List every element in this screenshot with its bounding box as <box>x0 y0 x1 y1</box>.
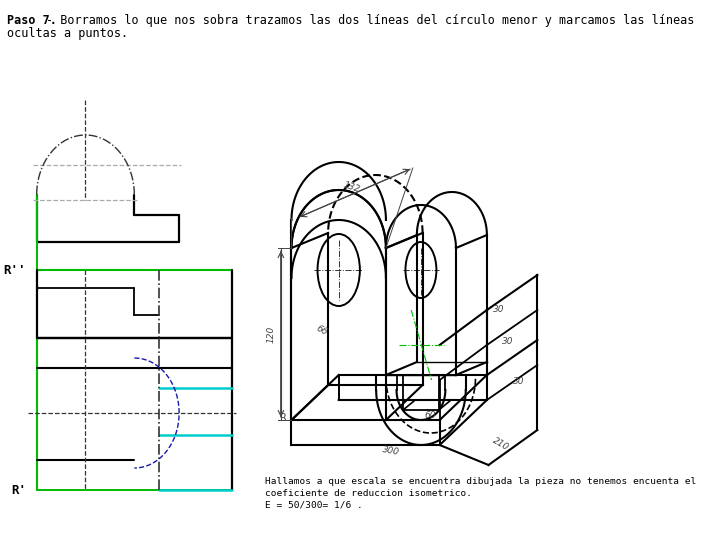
Text: 210: 210 <box>491 436 510 452</box>
Text: Hallamos a que escala se encuentra dibujada la pieza no tenemos encuenta el: Hallamos a que escala se encuentra dibuj… <box>265 477 696 486</box>
Text: R': R' <box>11 483 26 496</box>
Text: 300: 300 <box>382 445 400 457</box>
Text: 60: 60 <box>424 411 436 420</box>
Text: 132: 132 <box>342 180 361 194</box>
Text: ocultas a puntos.: ocultas a puntos. <box>6 27 127 40</box>
Text: Paso 7.: Paso 7. <box>6 14 56 27</box>
Text: 30: 30 <box>513 377 524 387</box>
Text: 30: 30 <box>503 338 514 347</box>
Text: 66: 66 <box>315 323 329 337</box>
Text: 120: 120 <box>267 326 276 342</box>
Text: coeficiente de reduccion isometrico.: coeficiente de reduccion isometrico. <box>265 489 472 498</box>
Text: R'': R'' <box>4 264 26 276</box>
Text: - Borramos lo que nos sobra trazamos las dos líneas del círculo menor y marcamos: - Borramos lo que nos sobra trazamos las… <box>45 14 694 27</box>
Text: 30: 30 <box>492 306 504 314</box>
Text: E = 50/300= 1/6 .: E = 50/300= 1/6 . <box>265 501 362 510</box>
Text: R: R <box>280 413 287 423</box>
